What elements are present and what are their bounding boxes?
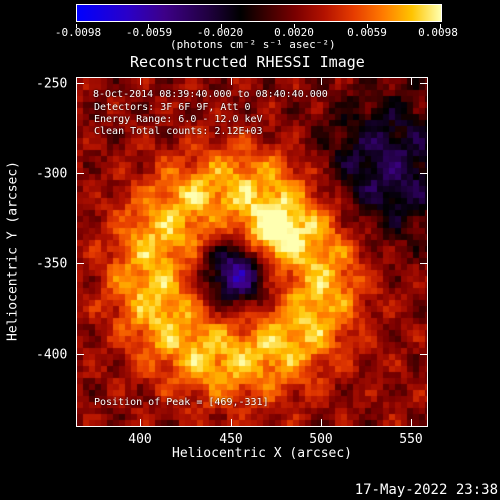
- x-tick: [411, 419, 412, 426]
- y-tick: [77, 263, 84, 264]
- colorbar-tick-label: -0.0098: [54, 26, 102, 39]
- colorbar-tick: [367, 24, 368, 28]
- colorbar-tick-label: -0.0020: [196, 26, 244, 39]
- colorbar-tick-label: 0.0059: [347, 26, 387, 39]
- colorbar-tick: [294, 24, 295, 28]
- y-tick: [77, 354, 84, 355]
- annotation-peak-position: Position of Peak = [469,-331]: [94, 397, 269, 408]
- x-tick: [321, 419, 322, 426]
- annotation-time-range: 8-Oct-2014 08:39:40.000 to 08:40:40.000: [93, 89, 328, 100]
- y-tick-label: -400: [36, 347, 68, 363]
- timestamp: 17-May-2022 23:38: [354, 482, 498, 498]
- plot-title: Reconstructed RHESSI Image: [130, 53, 365, 71]
- colorbar-units: (photons cm⁻² s⁻¹ asec⁻²): [170, 38, 336, 51]
- y-tick: [420, 354, 427, 355]
- y-tick-label: -350: [36, 256, 68, 272]
- annotation-detectors: Detectors: 3F 6F 9F, Att 0: [94, 102, 251, 113]
- image-plot: 8-Oct-2014 08:39:40.000 to 08:40:40.000 …: [76, 77, 428, 427]
- y-tick-label: -250: [36, 76, 68, 92]
- x-tick: [411, 78, 412, 85]
- y-tick: [420, 83, 427, 84]
- x-tick-label: 500: [309, 432, 333, 447]
- annotation-energy-range: Energy Range: 6.0 - 12.0 keV: [94, 114, 263, 125]
- colorbar-tick: [221, 24, 222, 28]
- colorbar-tick-label: -0.0059: [125, 26, 173, 39]
- x-tick-label: 450: [219, 432, 243, 447]
- x-tick: [231, 78, 232, 85]
- colorbar-tick: [76, 24, 77, 28]
- y-axis-title: Heliocentric Y (arcsec): [5, 160, 21, 342]
- x-tick: [140, 78, 141, 85]
- x-tick-label: 400: [128, 432, 152, 447]
- y-tick: [77, 173, 84, 174]
- y-tick: [77, 83, 84, 84]
- colorbar-tick-label: 0.0020: [274, 26, 314, 39]
- y-tick: [420, 173, 427, 174]
- colorbar: [76, 4, 442, 22]
- x-axis-title: Heliocentric X (arcsec): [172, 446, 353, 461]
- y-tick-label: -300: [36, 166, 68, 182]
- annotation-clean-counts: Clean Total counts: 2.12E+03: [94, 126, 263, 137]
- x-tick: [231, 419, 232, 426]
- colorbar-tick: [148, 24, 149, 28]
- y-tick: [420, 263, 427, 264]
- x-tick-label: 550: [399, 432, 423, 447]
- colorbar-tick: [440, 24, 441, 28]
- x-tick: [321, 78, 322, 85]
- x-tick: [140, 419, 141, 426]
- rhessi-image-heatmap: [77, 78, 427, 426]
- colorbar-tick-label: 0.0098: [418, 26, 458, 39]
